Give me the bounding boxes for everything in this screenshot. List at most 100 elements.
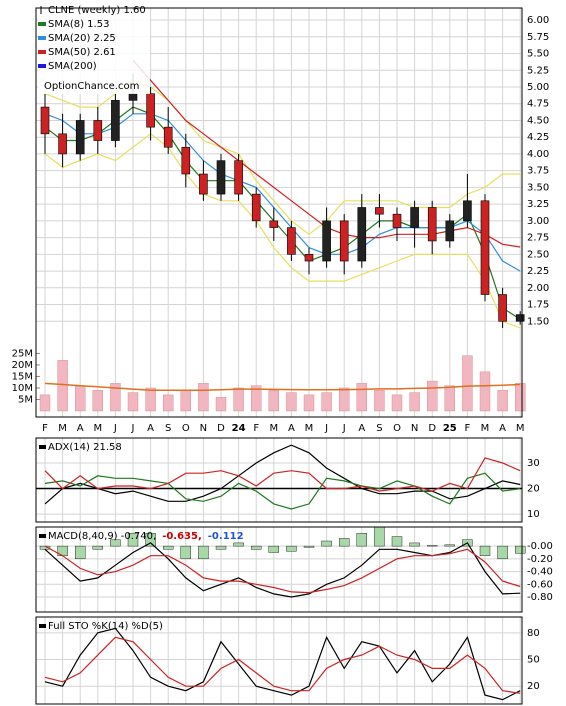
y-tick-label: 1.50: [527, 316, 549, 327]
y-tick-label: 25M: [12, 348, 33, 359]
candle-body: [40, 106, 50, 135]
histogram-bar: [479, 545, 491, 556]
line: [44, 113, 521, 272]
x-tick-label: N: [411, 423, 418, 434]
candle-body: [181, 146, 191, 175]
line: [44, 636, 521, 694]
volume-bar: [462, 355, 473, 412]
y-tick-label: 20: [527, 681, 540, 692]
y-tick-label: 2.00: [527, 283, 549, 294]
x-tick-label: F: [253, 423, 259, 434]
histogram-bar: [233, 542, 244, 547]
volume-bar: [110, 383, 121, 412]
volume-bar: [127, 392, 139, 412]
x-tick-label: 25: [443, 423, 457, 434]
x-tick-label: M: [516, 423, 525, 434]
volume-bar: [180, 390, 192, 412]
x-tick-label: S: [165, 423, 171, 434]
x-tick-label: S: [376, 423, 382, 434]
legend-label: SMA(200): [48, 61, 97, 72]
x-tick-label: M: [93, 423, 102, 434]
legend-icon: [39, 534, 46, 538]
volume-bar: [515, 383, 526, 412]
watermark: OptionChance.com: [44, 81, 139, 92]
line: [44, 382, 521, 392]
y-tick-label: 1.75: [527, 300, 549, 311]
histogram-bar: [391, 536, 403, 547]
volume-bar: [303, 394, 315, 412]
y-tick-label: 4.75: [527, 99, 549, 110]
volume-bar: [444, 385, 455, 412]
y-tick-label: -0.20: [527, 554, 553, 565]
histogram-bar: [374, 526, 385, 547]
volume-bar: [268, 390, 279, 412]
x-tick-label: J: [131, 423, 135, 434]
line: [44, 457, 521, 492]
y-tick-label: 2.75: [527, 233, 549, 244]
candle-body: [287, 227, 296, 255]
volume-bar: [145, 387, 156, 412]
panel-title: MACD(8,40,9) -0.740, -0.635, -0.112: [48, 531, 244, 542]
volume-bar: [286, 392, 297, 412]
candle-body: [146, 93, 155, 128]
legend-swatch: [38, 64, 46, 68]
histogram-bar: [427, 545, 438, 547]
y-tick-label: 20M: [12, 360, 33, 371]
volume-bar: [497, 390, 508, 412]
x-tick-label: A: [147, 423, 154, 434]
volume-bar: [321, 392, 332, 412]
candle-body: [322, 220, 331, 262]
histogram-bar: [321, 540, 332, 547]
candle-body: [216, 160, 226, 195]
histogram-bar: [127, 533, 139, 547]
candle-body: [269, 220, 279, 228]
line: [44, 472, 521, 510]
volume-bar: [215, 396, 227, 412]
histogram-bar: [110, 539, 121, 547]
panel-bg: [36, 617, 522, 704]
y-tick-label: 80: [527, 628, 540, 639]
y-tick-label: 5.00: [527, 82, 549, 93]
y-tick-label: 15M: [12, 371, 33, 382]
histogram-bar: [497, 545, 508, 560]
panel-title: Full STO %K(14) %D(5): [48, 621, 163, 632]
x-tick-label: N: [200, 423, 207, 434]
histogram-bar: [215, 545, 227, 550]
candle-body: [498, 294, 507, 322]
candle-body: [75, 120, 85, 155]
histogram-bar: [198, 545, 209, 560]
y-tick-label: 5.25: [527, 65, 549, 76]
x-tick-label: O: [393, 423, 401, 434]
candle-body: [234, 160, 243, 195]
x-tick-label: A: [499, 423, 506, 434]
y-tick-label: 5.75: [527, 32, 549, 43]
histogram-bar: [515, 545, 526, 554]
volume-bar: [339, 387, 350, 412]
legend-label: CLNE (weekly) 1.60: [48, 5, 146, 16]
histogram-bar: [303, 545, 315, 548]
x-tick-label: M: [269, 423, 278, 434]
histogram-bar: [339, 538, 350, 547]
volume-bar: [92, 390, 104, 412]
x-tick-label: M: [481, 423, 490, 434]
panel-frame: [35, 616, 523, 705]
y-tick-label: -0.40: [527, 567, 553, 578]
y-tick-label: 50: [527, 655, 540, 666]
y-tick-label: 2.50: [527, 249, 549, 260]
histogram-bar: [74, 545, 86, 560]
volume-bar: [74, 385, 86, 412]
volume-bar: [427, 380, 438, 412]
candle-body: [515, 314, 525, 322]
x-tick-label: O: [182, 423, 190, 434]
histogram-bar: [356, 533, 367, 547]
x-tick-label: J: [324, 423, 328, 434]
legend-icon: [39, 624, 46, 628]
volume-bar: [374, 390, 385, 412]
legend-swatch: [38, 22, 46, 26]
candle-body: [128, 93, 138, 101]
legend-icon: [39, 445, 46, 449]
y-tick-label: 20: [527, 484, 540, 495]
title-part: -0.112: [208, 531, 244, 542]
histogram-bar: [92, 545, 104, 550]
